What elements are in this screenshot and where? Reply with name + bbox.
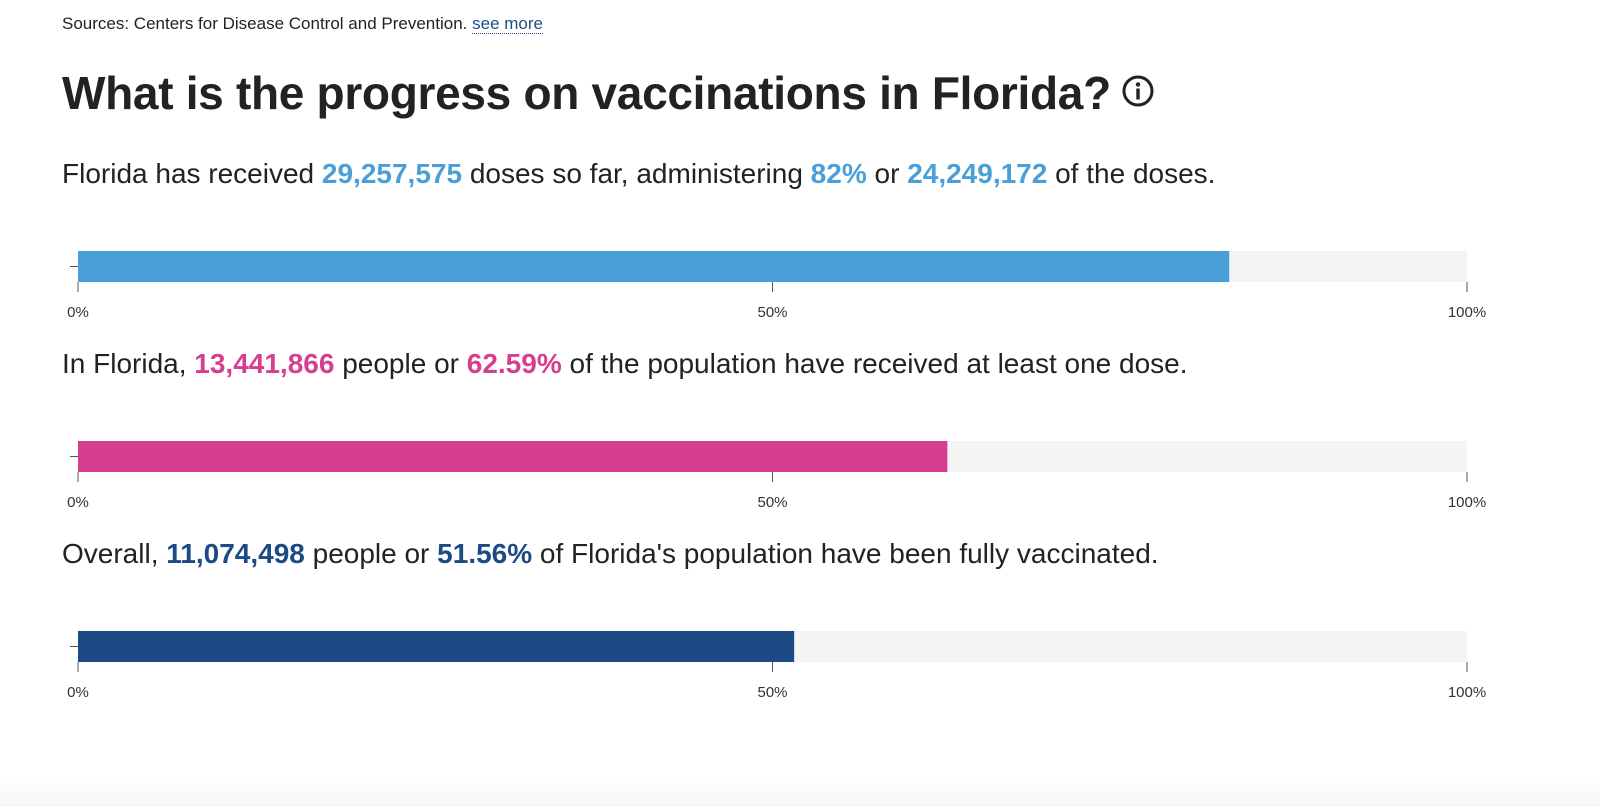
fully-people-value: 11,074,498 [166,538,305,569]
tick-label: 0% [67,494,89,511]
one-dose-bar-chart: 0% 50% 100% [67,441,1486,511]
doses-text-2: doses so far, administering [462,158,811,189]
fully-text-1: Overall, [62,538,167,569]
tick-label: 50% [757,684,787,701]
bar-fill [78,441,948,472]
tick-label: 100% [1448,304,1486,321]
see-more-link[interactable]: see more [472,14,543,34]
sources-text: Sources: Centers for Disease Control and… [62,14,468,33]
tick-label: 0% [67,684,89,701]
tick-label: 0% [67,304,89,321]
sources-line: Sources: Centers for Disease Control and… [62,14,543,34]
doses-bar-chart: 0% 50% 100% [67,251,1486,321]
one-dose-percent-value: 62.59% [466,348,562,379]
bar-fill [78,631,795,662]
one-dose-sentence: In Florida, 13,441,866 people or 62.59% … [62,348,1188,380]
fully-percent-value: 51.56% [437,538,533,569]
doses-text-1: Florida has received [62,158,322,189]
tick-label: 100% [1448,684,1486,701]
doses-text-4: of the doses. [1047,158,1216,189]
one-dose-people-value: 13,441,866 [194,348,335,379]
tick-label: 50% [757,494,787,511]
fully-sentence: Overall, 11,074,498 people or 51.56% of … [62,538,1159,570]
doses-received-value: 29,257,575 [321,158,463,189]
tick-label: 100% [1448,494,1486,511]
one-dose-text-3: of the population have received at least… [561,348,1188,379]
doses-percent-value: 82% [810,158,867,189]
fully-bar-chart: 0% 50% 100% [67,631,1486,701]
one-dose-text-1: In Florida, [62,348,195,379]
tick-label: 50% [757,304,787,321]
one-dose-text-2: people or [334,348,467,379]
fully-text-3: of Florida's population have been fully … [532,538,1159,569]
fully-text-2: people or [304,538,438,569]
page-title: What is the progress on vaccinations in … [62,66,1155,120]
info-icon[interactable] [1121,65,1155,119]
doses-administered-value: 24,249,172 [907,158,1048,189]
title-text: What is the progress on vaccinations in … [62,67,1111,119]
doses-text-3: or [866,158,908,189]
doses-sentence: Florida has received 29,257,575 doses so… [62,158,1215,190]
bar-fill [78,251,1230,282]
